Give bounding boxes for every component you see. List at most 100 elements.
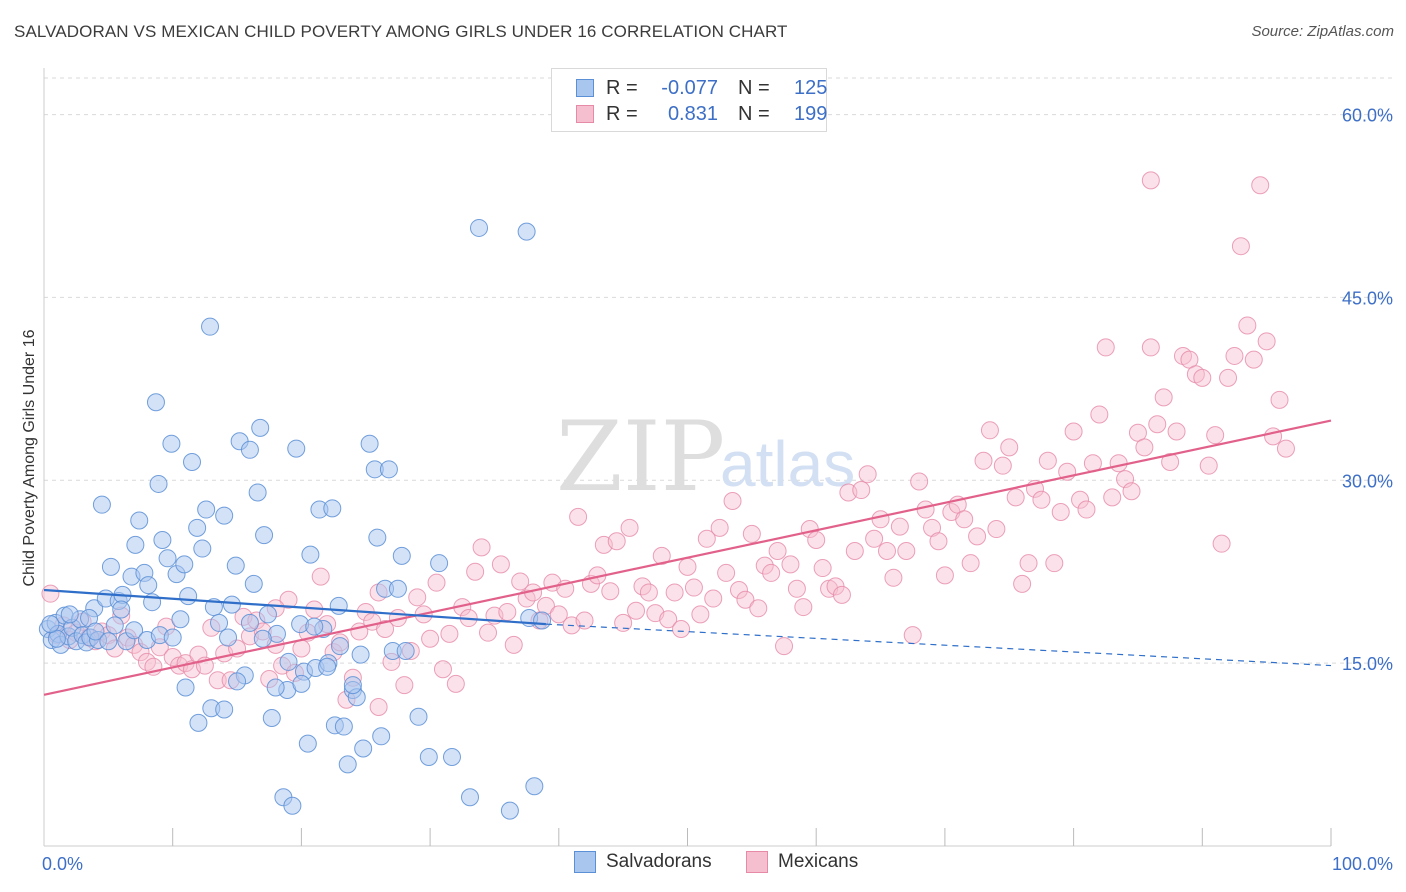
mexicans-point [755, 556, 774, 575]
mexicans-point [742, 524, 761, 543]
mexicans-point [1141, 338, 1160, 357]
legend-r-label: R = [606, 76, 638, 99]
salvadorans-point [179, 587, 198, 606]
salvadorans-point [360, 434, 379, 453]
mexicans-point [292, 639, 311, 658]
x-tick-label-max: 100.0% [1332, 854, 1393, 874]
mexicans-point [1244, 350, 1263, 369]
legend-n-value: 199 [794, 102, 828, 125]
mexicans-point [408, 588, 427, 607]
salvadorans-point [253, 629, 272, 648]
y-tick-label: 60.0% [1342, 106, 1393, 126]
mexicans-point [1077, 500, 1096, 519]
legend-row-salvadorans: R = -0.077 N = 125 [576, 75, 827, 101]
salvadorans-point [258, 605, 277, 624]
salvadorans-point [500, 801, 519, 820]
legend-label-mexicans: Mexicans [778, 851, 859, 872]
mexicans-point [1122, 482, 1141, 501]
salvadorans-point [228, 672, 247, 691]
salvadorans-point [244, 574, 263, 593]
salvadorans-point [379, 460, 398, 479]
mexicans-point [729, 581, 748, 599]
salvadorans-point [183, 453, 202, 471]
salvadorans-point [323, 499, 342, 518]
mexicans-point [974, 451, 993, 470]
mexicans-point [935, 566, 954, 585]
mexicans-point [762, 563, 781, 582]
salvadorans-points [38, 218, 552, 820]
mexicans-point [549, 605, 568, 624]
mexicans-point [794, 598, 813, 617]
mexicans-legend-icon [746, 851, 768, 873]
salvadorans-point [331, 637, 350, 656]
salvadorans-point [226, 556, 245, 575]
salvadorans-point [392, 546, 411, 565]
mexicans-point [1167, 422, 1186, 441]
series-legend: Salvadorans Mexicans [0, 851, 1406, 877]
salvadorans-point [197, 500, 216, 519]
mexicans-point [710, 518, 729, 537]
mexicans-point [279, 590, 298, 609]
salvadorans-point [334, 717, 353, 736]
salvadorans-point [101, 557, 120, 576]
mexicans-point [189, 645, 208, 664]
salvadorans-point [176, 678, 195, 697]
axes [43, 68, 1332, 847]
mexicans-point [980, 421, 999, 440]
salvadorans-point [533, 611, 552, 630]
mexicans-point [1096, 338, 1115, 357]
salvadorans-point [146, 393, 165, 412]
mexicans-point [627, 601, 646, 620]
salvadorans-point [298, 734, 317, 753]
mexicans-point [1276, 439, 1295, 458]
salvadorans-point [262, 709, 281, 727]
mexicans-point [395, 676, 414, 695]
salvadorans-point [222, 595, 241, 614]
mexicans-point [427, 573, 446, 592]
salvadorans-point [318, 657, 337, 676]
mexicans-point [440, 624, 459, 643]
mexicans-point [498, 602, 517, 621]
salvadorans-point [248, 483, 267, 502]
mexicans-point [813, 559, 832, 578]
salvadorans-point [171, 610, 190, 629]
correlation-legend: R = -0.077 N = 125 R = 0.831 N = 199 [551, 68, 827, 132]
salvadorans-point [292, 674, 311, 693]
watermark-atlas: atlas [720, 428, 855, 500]
salvadorans-point [130, 511, 149, 530]
salvadorans-point [125, 621, 144, 640]
mexicans-point [472, 538, 491, 557]
legend-n-label: N = [738, 76, 770, 99]
mexicans-point [601, 582, 620, 601]
mexicans-point [1238, 316, 1257, 335]
mexicans-point [865, 529, 884, 548]
mexicans-point [511, 572, 530, 591]
mexicans-point [1193, 368, 1212, 387]
mexicans-point [1225, 346, 1244, 365]
mexicans-point [877, 541, 896, 560]
mexicans-point [1212, 534, 1231, 553]
legend-item-mexicans: Mexicans [746, 851, 858, 873]
mexicans-point [1090, 405, 1109, 424]
mexicans-point [1257, 332, 1276, 351]
mexicans-point [1064, 422, 1083, 441]
mexicans-point [704, 589, 723, 608]
salvadorans-point [215, 506, 234, 525]
salvadorans-point [92, 495, 111, 514]
mexicans-point [1141, 171, 1160, 190]
salvadorans-point [460, 788, 479, 807]
mexicans-point [376, 620, 395, 639]
salvadorans-point [409, 707, 428, 726]
y-tick-label: 45.0% [1342, 288, 1393, 308]
legend-r-value: -0.077 [661, 76, 718, 99]
salvadorans-point [201, 317, 220, 336]
salvadorans-point [215, 700, 234, 719]
mexicans-trend-line [43, 419, 1332, 696]
salvadorans-point [354, 739, 373, 758]
salvadorans-point [388, 579, 407, 598]
mexicans-point [1219, 368, 1238, 387]
salvadorans-point [372, 727, 391, 746]
mexicans-point [691, 605, 710, 624]
mexicans-point [446, 674, 465, 693]
